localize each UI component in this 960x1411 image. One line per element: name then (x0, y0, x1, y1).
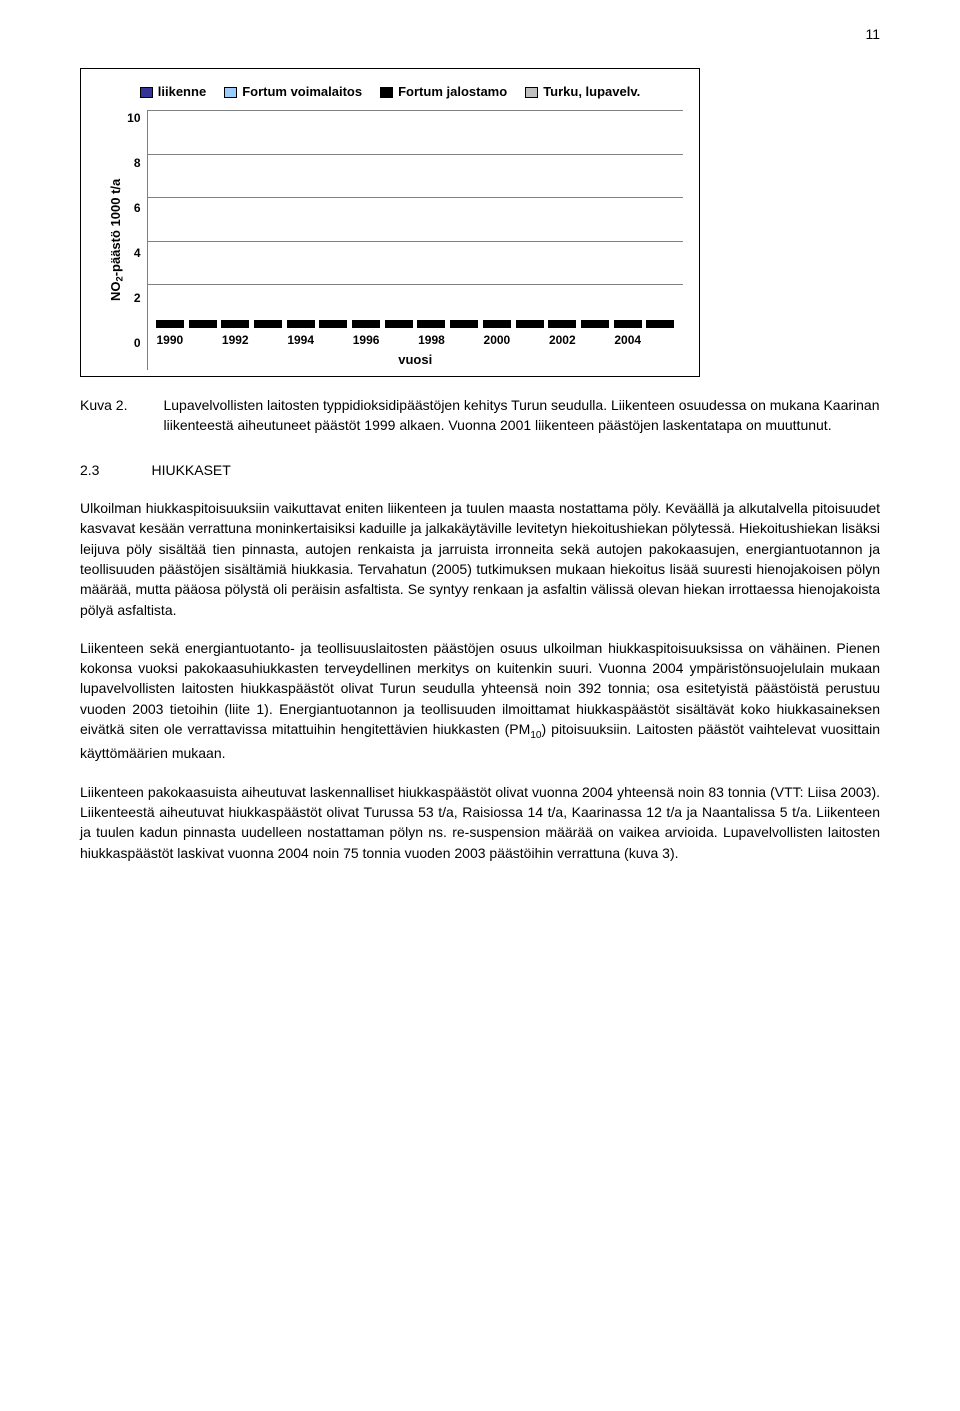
bar-column (483, 320, 511, 328)
x-tick: 2002 (548, 332, 576, 349)
x-tick (450, 332, 478, 349)
y-tick: 8 (127, 155, 140, 172)
gridline (148, 154, 683, 155)
x-tick: 1998 (417, 332, 445, 349)
x-tick (189, 332, 217, 349)
bar-segment (646, 326, 674, 328)
legend-item: Turku, lupavelv. (525, 83, 640, 102)
legend-label: Fortum voimalaitos (242, 83, 362, 102)
bar-segment (352, 326, 380, 328)
bar-column (352, 320, 380, 328)
bar-column (385, 320, 413, 328)
x-tick: 2004 (614, 332, 642, 349)
legend-label: liikenne (158, 83, 206, 102)
chart-plot-area (148, 110, 683, 328)
bar-segment (548, 326, 576, 328)
figure-label: Kuva 2. (80, 395, 127, 436)
body-paragraph: Liikenteen pakokaasuista aiheutuvat lask… (80, 782, 880, 863)
bar-column (516, 320, 544, 328)
legend-swatch (380, 87, 393, 98)
bar-segment (483, 326, 511, 328)
bar-column (614, 320, 642, 328)
bar-column (319, 320, 347, 328)
figure-caption-text: Lupavelvollisten laitosten typpidioksidi… (163, 395, 880, 436)
bar-segment (614, 326, 642, 328)
y-tick: 4 (127, 245, 140, 262)
section-heading: 2.3 HIUKKASET (80, 460, 880, 480)
bar-segment (385, 326, 413, 328)
gridline (148, 241, 683, 242)
section-number: 2.3 (80, 460, 99, 480)
section-title: HIUKKASET (151, 460, 880, 480)
y-tick: 6 (127, 200, 140, 217)
bar-column (417, 320, 445, 328)
y-axis-label: NO2-päästö 1000 t/a (103, 110, 127, 370)
gridline (148, 284, 683, 285)
bar-segment (287, 326, 315, 328)
x-tick (581, 332, 609, 349)
bar-segment (516, 326, 544, 328)
bar-segment (319, 326, 347, 328)
bar-segment (221, 326, 249, 328)
x-tick: 1994 (287, 332, 315, 349)
gridline (148, 197, 683, 198)
legend-swatch (224, 87, 237, 98)
bar-segment (254, 326, 282, 328)
body-paragraph: Liikenteen sekä energiantuotanto- ja teo… (80, 638, 880, 764)
figure-caption: Kuva 2. Lupavelvollisten laitosten typpi… (80, 395, 880, 436)
x-axis-ticks: 1990 1992 1994 1996 1998 2000 2002 2004 (148, 328, 683, 349)
bar-column (450, 320, 478, 328)
legend-item: Fortum voimalaitos (224, 83, 362, 102)
x-tick (516, 332, 544, 349)
x-tick (646, 332, 674, 349)
legend-label: Turku, lupavelv. (543, 83, 640, 102)
bar-column (646, 320, 674, 328)
body-paragraph: Ulkoilman hiukkaspitoisuuksiin vaikuttav… (80, 498, 880, 620)
bar-column (189, 320, 217, 328)
x-tick (385, 332, 413, 349)
y-tick: 10 (127, 110, 140, 127)
bar-column (221, 320, 249, 328)
legend-item: liikenne (140, 83, 206, 102)
bar-segment (189, 326, 217, 328)
y-axis-ticks: 10 8 6 4 2 0 (127, 110, 146, 370)
nox-emissions-chart: liikenne Fortum voimalaitos Fortum jalosta… (80, 68, 700, 377)
legend-label: Fortum jalostamo (398, 83, 507, 102)
bar-column (548, 320, 576, 328)
bar-column (287, 320, 315, 328)
page-number: 11 (80, 24, 880, 44)
x-axis-title: vuosi (148, 351, 683, 370)
bar-segment (417, 326, 445, 328)
x-tick: 2000 (483, 332, 511, 349)
chart-legend: liikenne Fortum voimalaitos Fortum jalosta… (97, 83, 683, 102)
bar-segment (581, 326, 609, 328)
x-tick (254, 332, 282, 349)
x-tick: 1992 (221, 332, 249, 349)
bar-column (156, 320, 184, 328)
legend-swatch (140, 87, 153, 98)
legend-swatch (525, 87, 538, 98)
legend-item: Fortum jalostamo (380, 83, 507, 102)
bar-segment (156, 326, 184, 328)
bar-column (254, 320, 282, 328)
y-tick: 0 (127, 335, 140, 352)
x-tick (319, 332, 347, 349)
gridline (148, 110, 683, 111)
x-tick: 1996 (352, 332, 380, 349)
bar-column (581, 320, 609, 328)
y-tick: 2 (127, 290, 140, 307)
bar-segment (450, 326, 478, 328)
x-tick: 1990 (156, 332, 184, 349)
